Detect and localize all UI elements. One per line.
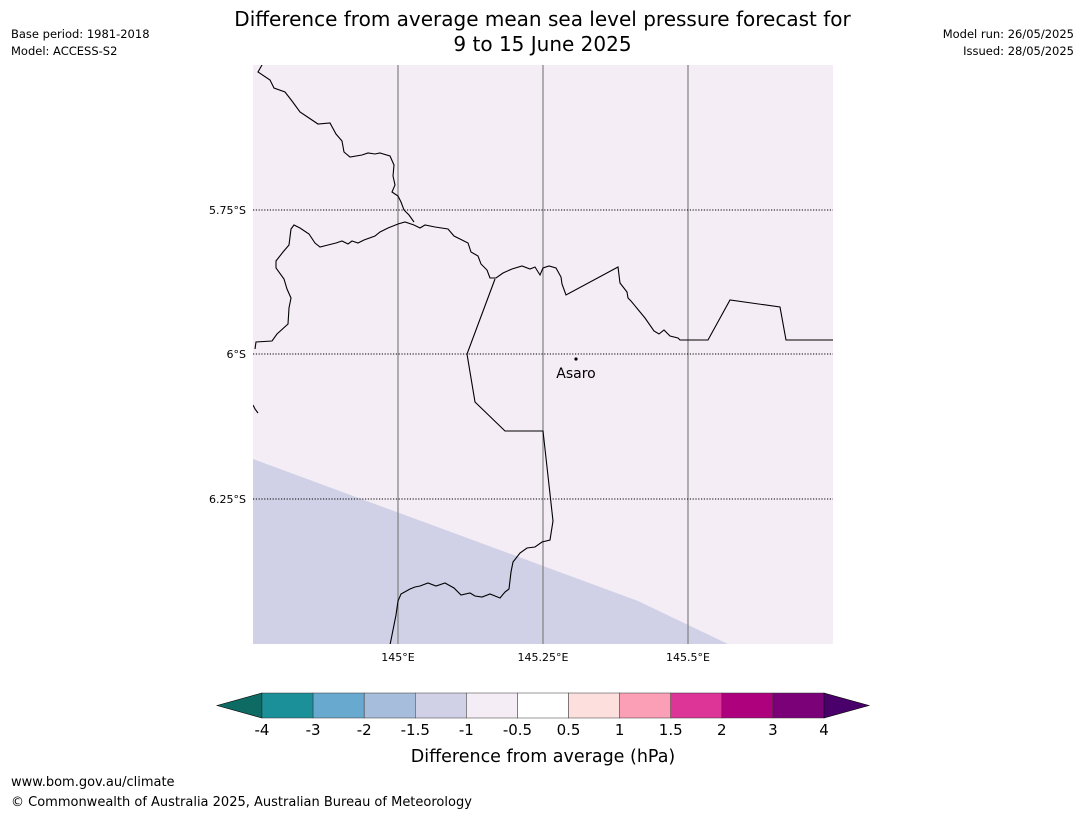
colorbar-segment bbox=[363, 692, 416, 719]
map-panel: Asaro bbox=[253, 65, 833, 644]
colorbar-segment bbox=[721, 692, 774, 719]
title-line-1: Difference from average mean sea level p… bbox=[234, 7, 851, 31]
lat-tick-label: 6.25°S bbox=[209, 493, 246, 506]
colorbar-tick-label: -1.5 bbox=[401, 721, 430, 739]
title-line-2: 9 to 15 June 2025 bbox=[453, 32, 632, 56]
footer-url: www.bom.gov.au/climate bbox=[11, 775, 175, 790]
issued-date: Issued: 28/05/2025 bbox=[963, 44, 1074, 58]
model-run: Model run: 26/05/2025 bbox=[942, 27, 1074, 41]
colorbar-segment bbox=[517, 692, 569, 719]
colorbar-segment bbox=[619, 692, 671, 719]
colorbar-tick-label: 1.5 bbox=[659, 721, 683, 739]
colorbar-tick-label: 0.5 bbox=[557, 721, 581, 739]
chart-title: Difference from average mean sea level p… bbox=[0, 7, 1085, 57]
colorbar-tick-label: -4 bbox=[255, 721, 270, 739]
base-period: Base period: 1981-2018 bbox=[11, 27, 150, 41]
colorbar-segment bbox=[466, 692, 518, 719]
lat-tick-label: 6°S bbox=[227, 348, 246, 361]
colorbar-tick-label: 3 bbox=[768, 721, 778, 739]
colorbar-tick-label: -2 bbox=[357, 721, 372, 739]
colorbar-segment bbox=[312, 692, 365, 719]
colorbar-tick-label: -0.5 bbox=[503, 721, 532, 739]
lat-tick-label: 5.75°S bbox=[209, 204, 246, 217]
model-name: Model: ACCESS-S2 bbox=[11, 44, 118, 58]
anomaly-field-lower bbox=[253, 459, 728, 644]
lon-tick-label: 145.25°E bbox=[518, 651, 569, 664]
colorbar-segment bbox=[261, 692, 314, 719]
colorbar: -4 -3 -2 -1.5 -1 -0.5 0.5 1 1.5 2 3 4 bbox=[215, 692, 871, 739]
colorbar-tick-label: -3 bbox=[306, 721, 321, 739]
colorbar-extend-high bbox=[823, 692, 871, 719]
meta-left: Base period: 1981-2018 Model: ACCESS-S2 bbox=[11, 26, 150, 60]
colorbar-tick-label: -1 bbox=[459, 721, 474, 739]
colorbar-tick-label: 2 bbox=[717, 721, 727, 739]
colorbar-segment bbox=[772, 692, 825, 719]
meta-right: Model run: 26/05/2025 Issued: 28/05/2025 bbox=[943, 26, 1074, 60]
boundary-central bbox=[254, 221, 833, 350]
colorbar-tick-label: 4 bbox=[819, 721, 829, 739]
boundary-lines bbox=[253, 65, 833, 644]
asaro-marker bbox=[574, 357, 578, 361]
boundary-north bbox=[257, 65, 415, 223]
lon-tick-label: 145.5°E bbox=[666, 651, 710, 664]
asaro-label: Asaro bbox=[556, 366, 595, 382]
colorbar-segment bbox=[568, 692, 620, 719]
colorbar-tick-label: 1 bbox=[615, 721, 625, 739]
colorbar-segment bbox=[415, 692, 467, 719]
colorbar-segment bbox=[670, 692, 723, 719]
colorbar-label: Difference from average (hPa) bbox=[411, 747, 676, 767]
lon-tick-label: 145°E bbox=[381, 651, 414, 664]
boundary-west-fragment bbox=[253, 404, 259, 414]
boundary-south bbox=[389, 278, 554, 644]
footer-copyright: © Commonwealth of Australia 2025, Austra… bbox=[11, 795, 472, 810]
colorbar-extend-low bbox=[215, 692, 263, 719]
